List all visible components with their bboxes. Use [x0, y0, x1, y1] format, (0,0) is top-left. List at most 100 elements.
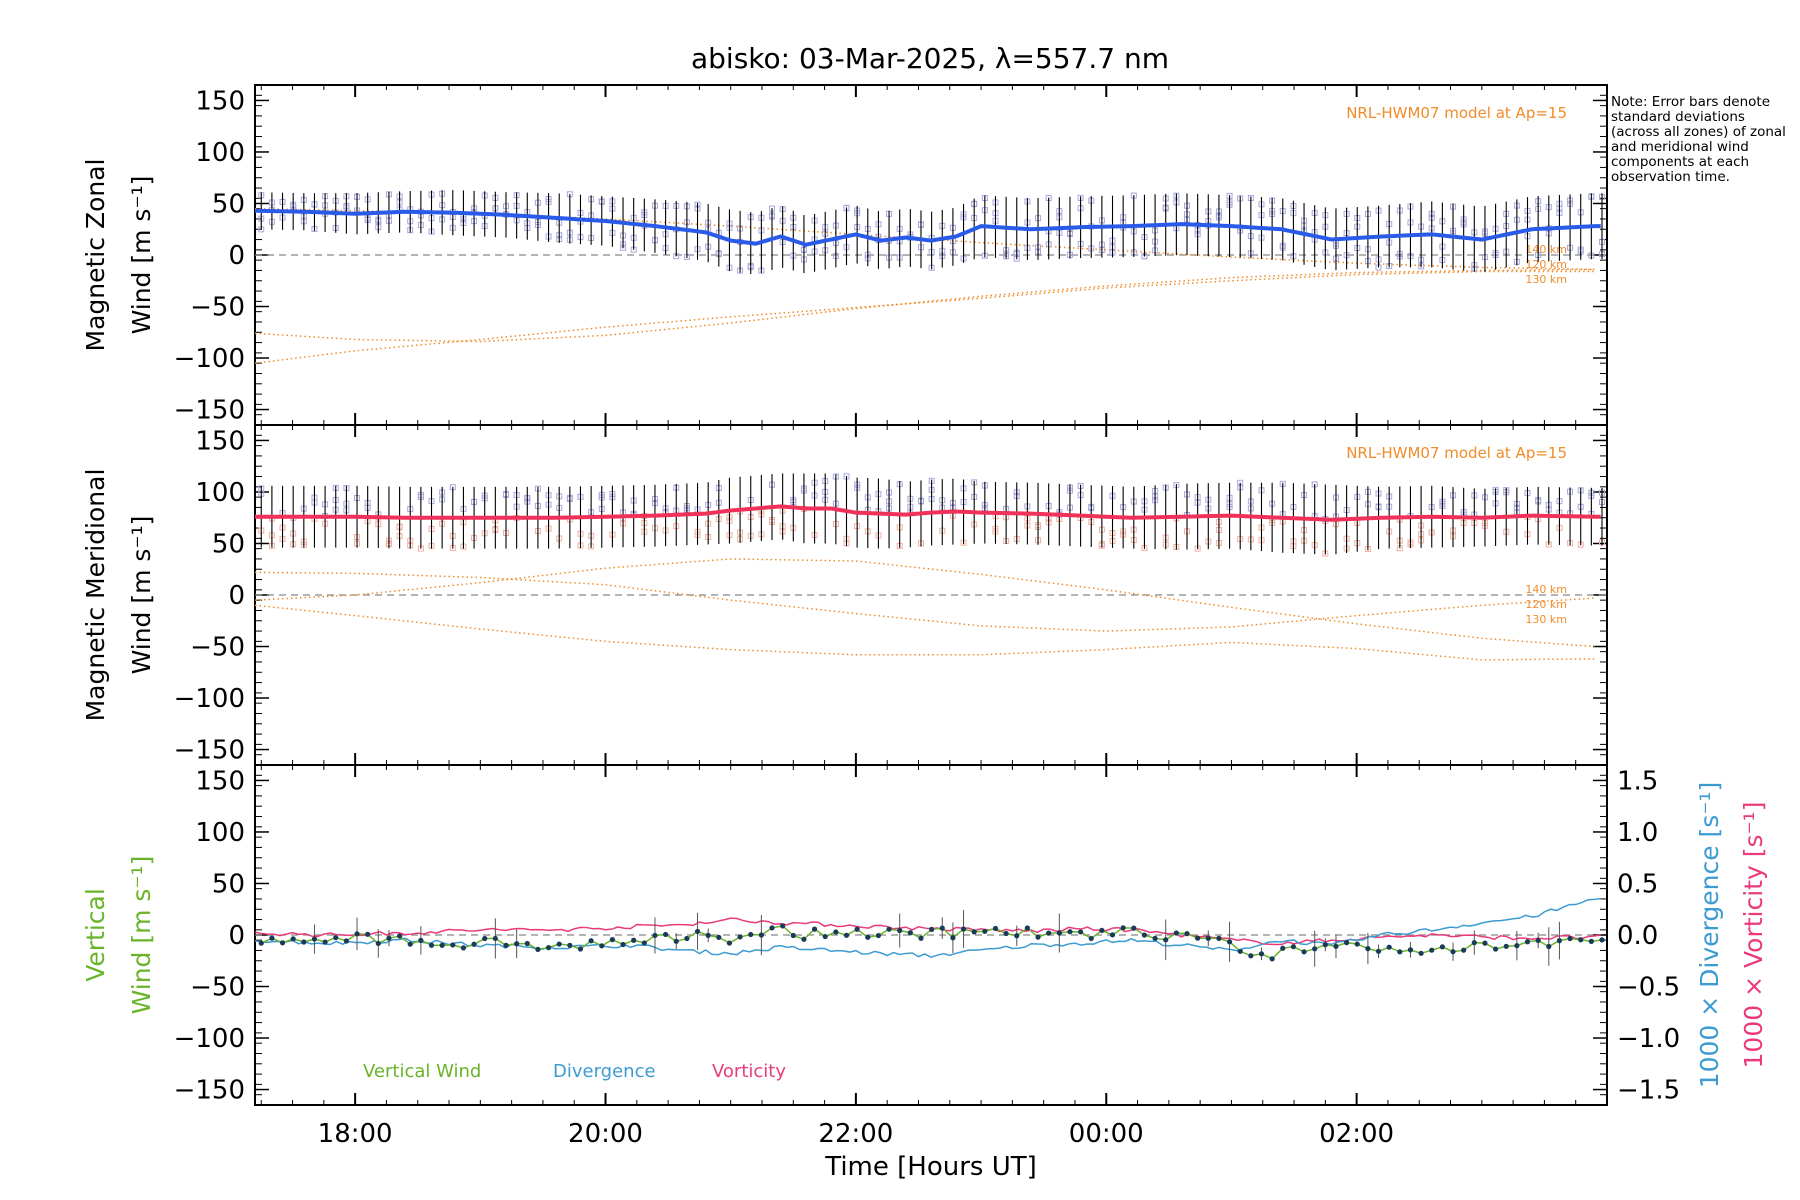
- vertical-wind-point: [865, 934, 871, 940]
- vertical-wind-point: [1578, 937, 1584, 943]
- vertical-wind-point: [1439, 944, 1445, 950]
- y2-tick-label: 0.5: [1617, 869, 1658, 899]
- vertical-wind-point: [875, 932, 882, 939]
- vertical-wind-point: [556, 941, 562, 947]
- vertical-wind-point: [1109, 932, 1116, 938]
- y2-tick-label: 0.0: [1617, 921, 1658, 951]
- vertical-wind-point: [1482, 940, 1488, 946]
- vertical-wind-point: [716, 934, 722, 940]
- vertical-wind-point: [1014, 933, 1020, 939]
- vertical-wind-point: [1450, 949, 1456, 955]
- vertical-wind-point: [1152, 935, 1158, 941]
- vertical-wind-point: [1269, 956, 1275, 962]
- vertical-wind-point: [396, 933, 403, 939]
- vertical-wind-point: [918, 935, 924, 941]
- y2-tick-label: 1.0: [1617, 818, 1658, 848]
- zonal-ylabel-line1: Magnetic Zonal: [81, 159, 110, 352]
- vertical-wind-point: [1024, 925, 1030, 931]
- vertical-wind-point: [1344, 940, 1350, 946]
- vertical-wind-point: [428, 942, 435, 948]
- vertical-wind-point: [684, 935, 690, 942]
- vertical-wind-point: [471, 941, 477, 947]
- vertical-wind-point: [535, 946, 541, 952]
- vertical-wind-point: [269, 935, 275, 941]
- y-tick-label: −150: [174, 396, 245, 426]
- vertical-wind-point: [322, 939, 328, 945]
- y-tick-label: −50: [190, 973, 245, 1003]
- y-tick-label: −100: [174, 1024, 245, 1054]
- vertical-wind-point: [439, 942, 445, 948]
- y-tick-label: −50: [190, 293, 245, 323]
- vertical-wind-point: [1301, 949, 1307, 955]
- vertical-wind-point: [1120, 925, 1126, 931]
- y-tick-label: 100: [195, 138, 245, 168]
- vorticity-axis-label: 1000 × Vorticity [s⁻¹]: [1739, 802, 1768, 1069]
- y-tick-label: 150: [195, 766, 245, 796]
- vertical-wind-point: [333, 934, 339, 941]
- vertical-wind-point: [1258, 951, 1265, 957]
- vertical-wind-point: [641, 940, 647, 946]
- legend-divergence: Divergence: [553, 1061, 656, 1082]
- x-axis: 18:00 20:00 22:00 00:00 02:00: [318, 1119, 1394, 1149]
- vertical-wind-point: [1461, 947, 1467, 953]
- model-curve-120km: [254, 571, 1595, 632]
- vertical-wind-point: [780, 923, 786, 929]
- zonal-ylabel-line2: Wind [m s⁻¹]: [127, 176, 156, 335]
- vertical-wind-point: [631, 937, 637, 943]
- vertical-wind-point: [545, 945, 552, 951]
- vertical-wind-point: [1535, 937, 1541, 944]
- vertical-wind-point: [992, 925, 999, 932]
- vertical-wind-point: [1067, 929, 1073, 935]
- vertical-wind-point: [1524, 939, 1531, 945]
- y-tick-label: 150: [195, 86, 245, 116]
- model-label-140km: 140 km: [1525, 583, 1567, 596]
- vertical-wind-point: [1184, 931, 1190, 937]
- vertical-wind-point: [365, 931, 371, 937]
- vertical-wind-point: [1514, 943, 1520, 949]
- vertical-wind-point: [673, 938, 679, 944]
- x-tick-label: 18:00: [318, 1119, 393, 1149]
- vertical-wind-point: [1386, 944, 1392, 950]
- vertical-wind-point: [1354, 941, 1360, 947]
- vertical-wind-point: [1003, 930, 1009, 937]
- vertical-wind-point: [1429, 947, 1435, 953]
- vertical-wind-point: [854, 926, 860, 932]
- meridional-mean-line: [255, 504, 1601, 522]
- vertical-wind-point: [503, 942, 509, 948]
- vertical-wind-point: [1333, 943, 1339, 949]
- meridional-panel: −150 −100 −50 0 50 100 150 140 km 120 km 130 km: [174, 424, 1608, 766]
- vertical-wind-point: [1226, 939, 1233, 945]
- y-tick-label: 50: [212, 529, 245, 559]
- vertical-wind-point: [311, 936, 318, 942]
- zonal-panel: −150 −100 −50 0 50 100 150 140 km 120 km 130 km: [174, 84, 1608, 426]
- vertical-wind-point: [524, 940, 530, 947]
- vertical-wind-point: [811, 926, 818, 932]
- vertical-wind-point: [1216, 935, 1222, 941]
- zonal-mean-line: [254, 208, 1601, 247]
- vertical-wind-point: [737, 934, 743, 940]
- vertical-wind-point: [1588, 938, 1594, 944]
- vertical-wind-point: [769, 925, 775, 931]
- vertical-wind-point: [1312, 946, 1318, 952]
- vertical-wind-point: [726, 940, 733, 946]
- vertical-wind-point: [758, 932, 764, 938]
- vertical-wind-point: [1195, 935, 1201, 941]
- vertical-wind-point: [375, 940, 381, 947]
- vertical-wind-point: [1492, 946, 1499, 952]
- vertical-wind-point: [343, 938, 349, 944]
- x-tick-label: 00:00: [1069, 1119, 1144, 1149]
- vertical-wind-point: [1365, 946, 1371, 952]
- vertical-wind-point: [1173, 930, 1179, 936]
- vertical-wind-point: [492, 935, 498, 942]
- divergence-axis-label: 1000 × Divergence [s⁻¹]: [1695, 782, 1724, 1089]
- vertical-wind-point: [577, 946, 584, 952]
- vertical-wind-point: [1163, 937, 1169, 943]
- y-tick-label: 150: [195, 426, 245, 456]
- vertical-wind-point: [1280, 945, 1286, 951]
- vertical-wind-point: [514, 941, 520, 947]
- vertical-wind-point: [290, 936, 296, 942]
- vertical-wind-point: [790, 932, 796, 939]
- vertical-wind-point: [1599, 937, 1605, 943]
- y-tick-label: −150: [174, 736, 245, 766]
- vertical-wind-point: [386, 935, 392, 941]
